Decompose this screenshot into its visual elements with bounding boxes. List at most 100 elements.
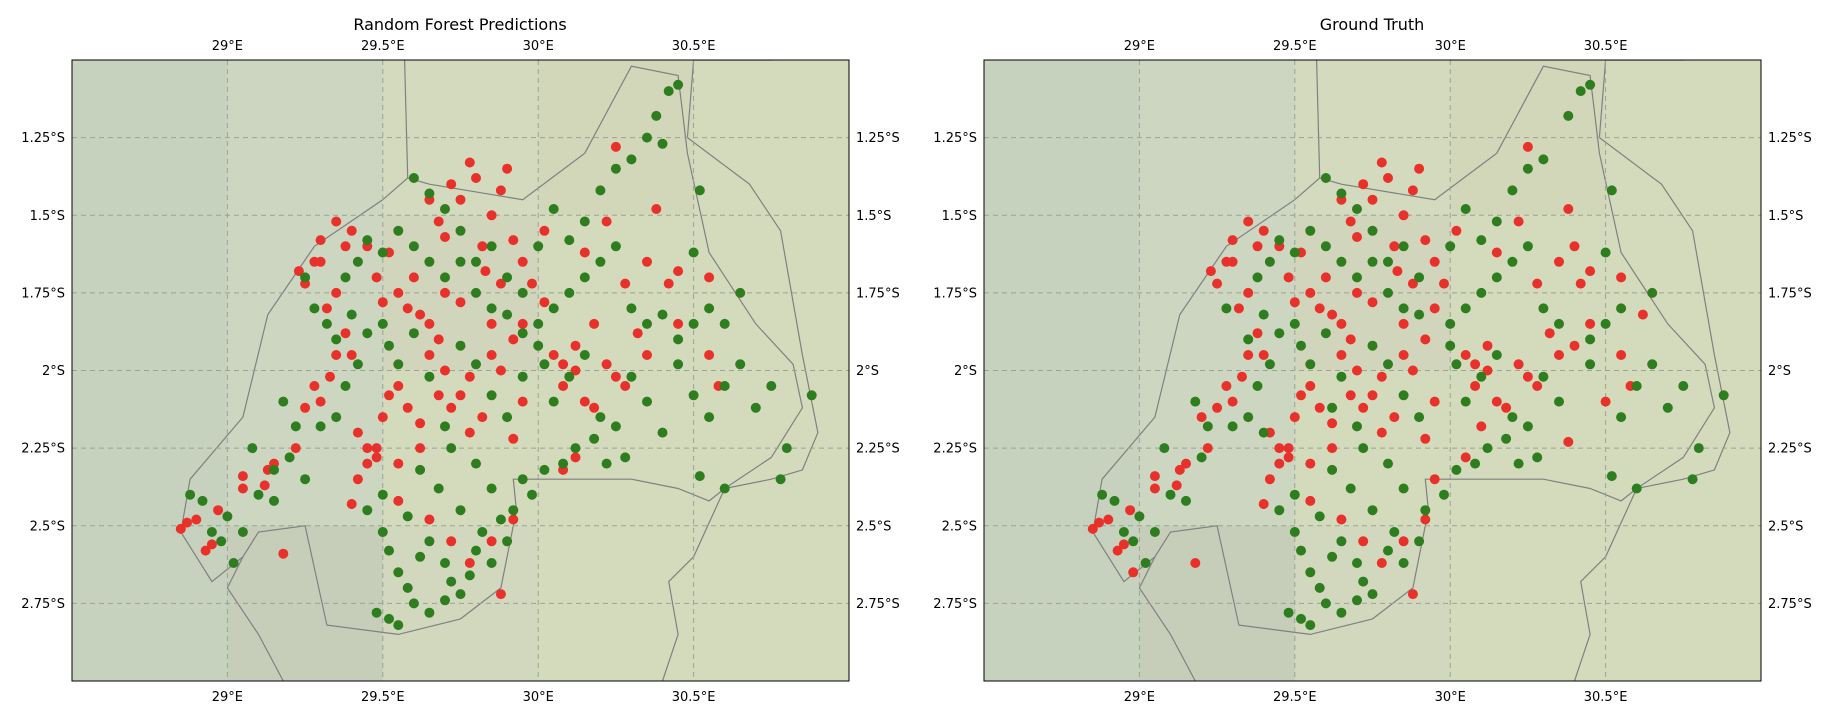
green-data-point — [393, 567, 404, 578]
red-data-point — [325, 371, 335, 382]
y-tick-label-left: 2.25°S — [21, 442, 65, 457]
y-tick-label-right: 2.5°S — [1768, 519, 1803, 534]
x-tick-label-top: 30°E — [1435, 39, 1466, 54]
ground-truth-map-title: Ground Truth — [1320, 15, 1425, 34]
country-border-line — [1092, 60, 1716, 636]
green-data-point — [346, 309, 357, 320]
green-data-point — [1414, 536, 1425, 547]
green-data-point — [340, 381, 351, 391]
green-data-point — [1305, 225, 1316, 236]
red-data-point — [1289, 412, 1300, 423]
y-tick-label-left: 1.5°S — [942, 209, 977, 224]
red-data-point — [1283, 443, 1294, 454]
red-data-point — [1352, 287, 1362, 298]
green-data-point — [1352, 421, 1362, 432]
red-data-point — [642, 256, 652, 267]
red-data-point — [1125, 505, 1136, 516]
green-data-point — [1718, 390, 1729, 401]
green-data-point — [1289, 489, 1300, 500]
x-tick-label-bottom: 30.5°E — [672, 690, 716, 705]
red-data-point — [486, 350, 497, 360]
red-data-point — [393, 287, 404, 298]
red-data-point — [300, 402, 311, 413]
green-data-point — [1538, 154, 1549, 165]
green-data-point — [1352, 595, 1362, 606]
green-data-point — [309, 303, 320, 314]
green-data-point — [440, 421, 450, 432]
red-data-point — [464, 558, 475, 568]
red-data-point — [1094, 517, 1104, 528]
green-data-point — [440, 272, 450, 283]
map-frame — [983, 59, 1762, 682]
green-data-point — [688, 390, 699, 401]
red-data-point — [539, 297, 550, 308]
red-data-point — [1383, 173, 1393, 183]
green-data-point — [1678, 381, 1689, 391]
y-tick-label-right: 2.75°S — [856, 597, 900, 612]
x-tick-label-top: 29.5°E — [361, 39, 405, 54]
green-data-point — [527, 489, 537, 500]
green-data-point — [440, 558, 450, 568]
red-data-point — [1274, 443, 1285, 454]
red-data-point — [558, 359, 569, 370]
green-data-point — [321, 318, 332, 329]
green-data-point — [620, 452, 631, 463]
green-data-point — [228, 558, 239, 568]
y-tick-label-left: 1.75°S — [933, 286, 977, 301]
red-data-point — [1616, 272, 1627, 283]
red-data-point — [477, 412, 488, 423]
green-data-point — [1631, 381, 1642, 391]
red-data-point — [477, 241, 488, 252]
green-data-point — [502, 309, 513, 320]
red-data-point — [321, 303, 332, 314]
green-data-point — [446, 443, 457, 454]
green-data-point — [657, 309, 668, 320]
red-data-point — [704, 350, 715, 360]
green-data-point — [1352, 272, 1362, 283]
red-data-point — [1460, 350, 1471, 360]
green-data-point — [1507, 412, 1518, 423]
green-data-point — [486, 390, 497, 401]
red-data-point — [1407, 278, 1418, 289]
red-data-point — [1103, 514, 1114, 525]
red-data-point — [362, 458, 373, 469]
green-data-point — [1305, 567, 1316, 578]
green-data-point — [642, 396, 652, 407]
green-data-point — [704, 412, 715, 423]
green-data-point — [1258, 427, 1269, 438]
green-data-point — [440, 204, 450, 214]
red-data-point — [1522, 371, 1533, 382]
green-data-point — [1305, 359, 1316, 370]
red-data-point — [1637, 309, 1648, 320]
green-data-point — [1491, 350, 1502, 360]
red-data-point — [408, 272, 419, 283]
red-data-point — [1376, 427, 1387, 438]
y-tick-label-right: 1.5°S — [1768, 209, 1803, 224]
red-data-point — [1429, 303, 1440, 314]
green-data-point — [384, 340, 394, 351]
red-data-point — [1414, 163, 1425, 174]
red-data-point — [1358, 402, 1369, 413]
green-data-point — [626, 371, 637, 382]
red-data-point — [331, 350, 342, 360]
red-data-point — [1305, 381, 1316, 391]
red-data-point — [548, 350, 559, 360]
red-data-point — [1367, 297, 1378, 308]
green-data-point — [735, 287, 746, 298]
green-data-point — [673, 79, 684, 90]
x-tick-label-top: 29.5°E — [1273, 39, 1317, 54]
green-data-point — [377, 489, 388, 500]
y-tick-label-left: 2.5°S — [942, 519, 977, 534]
red-data-point — [1227, 256, 1238, 267]
red-data-point — [278, 548, 289, 559]
red-data-point — [1174, 464, 1185, 475]
red-data-point — [1522, 141, 1533, 152]
green-data-point — [651, 110, 662, 121]
green-data-point — [1383, 256, 1393, 267]
green-data-point — [1202, 421, 1213, 432]
green-data-point — [415, 464, 426, 475]
green-data-point — [806, 390, 817, 401]
red-data-point — [415, 443, 426, 454]
red-data-point — [1398, 350, 1409, 360]
y-tick-label-left: 1.5°S — [30, 209, 65, 224]
